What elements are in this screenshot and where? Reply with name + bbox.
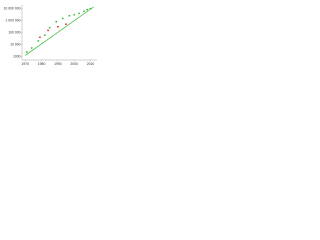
x-tick-label: 2010	[87, 62, 95, 66]
point	[55, 20, 58, 23]
point	[86, 8, 89, 11]
point	[43, 34, 46, 37]
point	[78, 12, 80, 15]
x-tick-label: 2000	[70, 62, 78, 66]
x-tick-label: 1990	[54, 62, 62, 66]
point	[61, 17, 64, 20]
y-tick-label: 1 000 000	[5, 18, 20, 22]
point	[83, 10, 85, 13]
y-tick-label: 10 000 000	[4, 6, 21, 10]
point	[39, 36, 41, 39]
point	[47, 29, 49, 32]
point	[73, 13, 76, 16]
point	[89, 7, 92, 10]
y-tick-label: 100 000	[8, 30, 20, 34]
x-tick-label: 1980	[38, 62, 46, 66]
point	[56, 25, 59, 28]
point	[37, 39, 40, 42]
x-tick-label: 1970	[21, 62, 29, 66]
point	[48, 26, 51, 29]
chart: 1000 10 000 100 000 1 000 000 10 000 000 1970…	[4, 5, 97, 66]
point	[65, 23, 67, 26]
y-tick-label: 10 000	[10, 42, 20, 46]
point	[25, 51, 28, 53]
point	[68, 14, 71, 17]
trend-line	[25, 6, 94, 56]
point	[30, 47, 33, 49]
y-tick-label: 1000	[13, 54, 21, 58]
